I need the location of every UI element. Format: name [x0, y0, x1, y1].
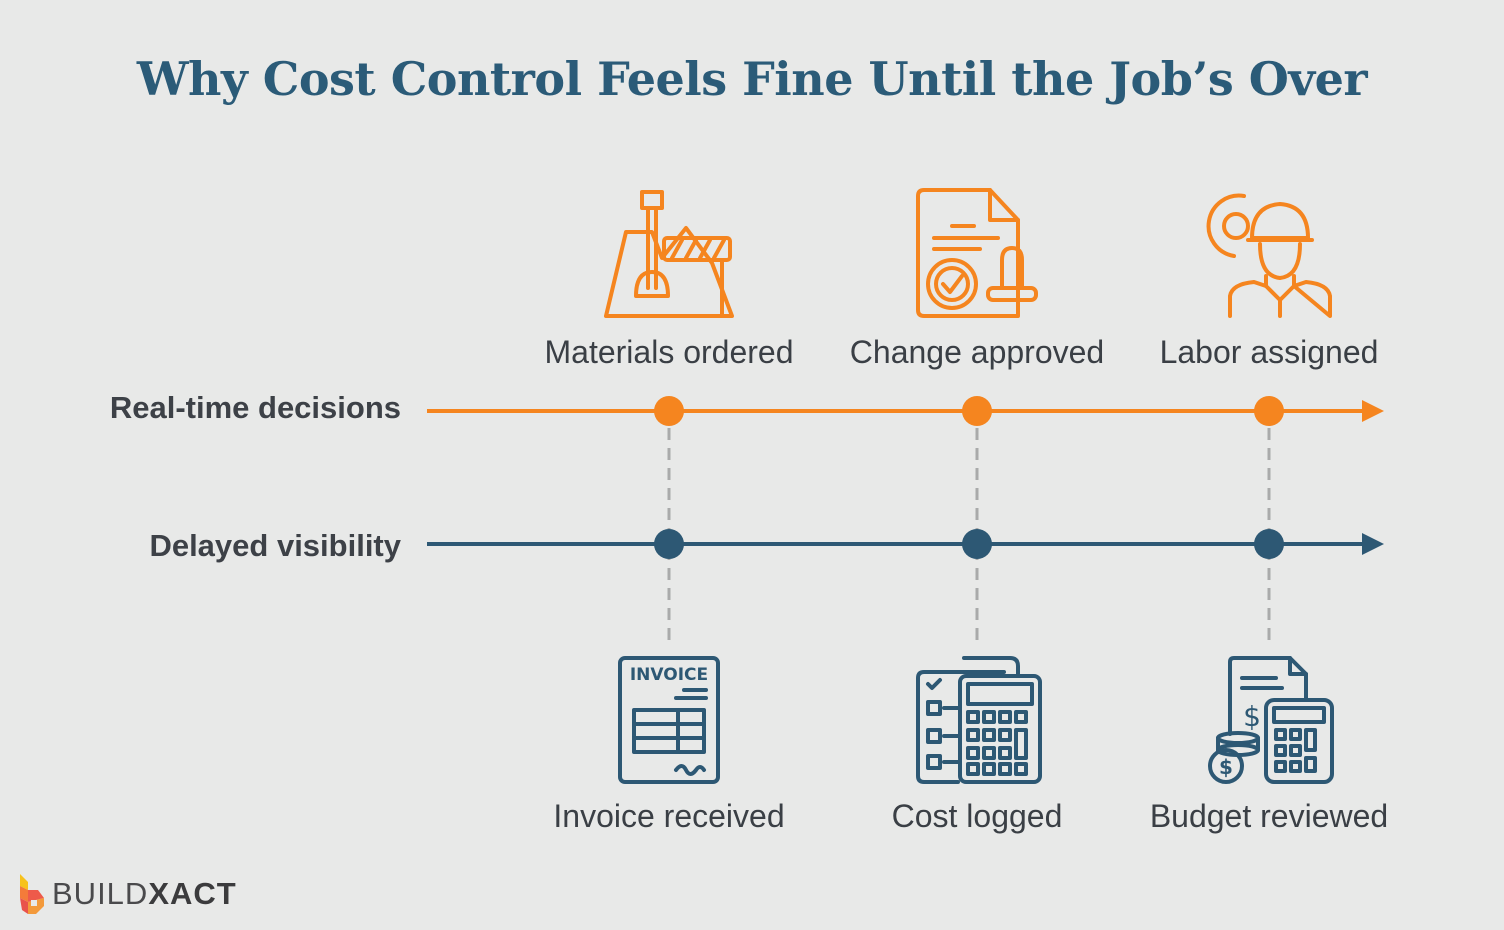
realtime-dot-1 — [654, 396, 684, 426]
realtime-dot-2 — [962, 396, 992, 426]
buildxact-logo-mark — [20, 874, 44, 914]
event-label-materials-ordered: Materials ordered — [544, 334, 794, 370]
delayed-dot-2 — [962, 529, 992, 559]
invoice-icon: INVOICE — [618, 656, 720, 784]
event-label-change-approved: Change approved — [849, 334, 1105, 370]
shovel-barrier-icon — [604, 190, 734, 318]
realtime-arrowhead — [1362, 400, 1384, 422]
row-label-delayed: Delayed visibility — [149, 528, 401, 563]
event-label-cost-logged: Cost logged — [891, 798, 1063, 834]
document-stamp-icon — [916, 188, 1038, 318]
checklist-calculator-icon — [916, 656, 1042, 784]
realtime-dot-3 — [1254, 396, 1284, 426]
row-label-realtime: Real-time decisions — [109, 390, 401, 425]
delayed-arrowhead — [1362, 533, 1384, 555]
event-label-budget-reviewed: Budget reviewed — [1149, 798, 1389, 834]
invoice-icon-text: INVOICE — [630, 665, 708, 685]
delayed-dot-1 — [654, 529, 684, 559]
svg-text:$: $ — [1243, 700, 1261, 733]
worker-gear-icon — [1206, 193, 1332, 318]
delayed-dot-3 — [1254, 529, 1284, 559]
svg-text:$: $ — [1219, 755, 1233, 779]
logo-text-build: BUILD — [52, 876, 149, 911]
event-label-invoice-received: Invoice received — [553, 798, 785, 834]
event-label-labor-assigned: Labor assigned — [1159, 334, 1379, 370]
logo-text-xact: XACT — [148, 876, 237, 911]
budget-calculator-coins-icon: $ $ — [1208, 656, 1334, 784]
buildxact-logo: BUILDXACT — [18, 872, 237, 916]
page-title: Why Cost Control Feels Fine Until the Jo… — [136, 52, 1368, 106]
